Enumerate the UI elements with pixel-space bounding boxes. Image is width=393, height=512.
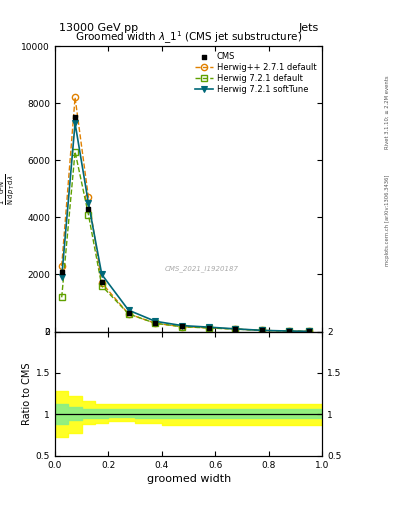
Text: Jets: Jets	[298, 23, 318, 33]
CMS	[85, 205, 92, 213]
Herwig 7.2.1 softTune	[307, 328, 311, 334]
Title: Groomed width $\lambda\_1^1$ (CMS jet substructure): Groomed width $\lambda\_1^1$ (CMS jet su…	[75, 30, 302, 46]
Herwig++ 2.7.1 default	[73, 94, 77, 100]
Herwig 7.2.1 default	[206, 325, 211, 331]
Herwig++ 2.7.1 default	[126, 311, 131, 317]
Herwig++ 2.7.1 default	[99, 280, 104, 286]
CMS	[125, 309, 132, 317]
Herwig 7.2.1 default	[233, 326, 238, 332]
Herwig++ 2.7.1 default	[307, 328, 311, 334]
Line: Herwig 7.2.1 default: Herwig 7.2.1 default	[59, 148, 312, 334]
Herwig 7.2.1 softTune	[99, 271, 104, 278]
Herwig 7.2.1 softTune	[59, 274, 64, 281]
Herwig++ 2.7.1 default	[86, 195, 91, 201]
Herwig 7.2.1 default	[180, 324, 184, 330]
Herwig 7.2.1 softTune	[86, 200, 91, 206]
Herwig 7.2.1 default	[86, 211, 91, 218]
Herwig 7.2.1 softTune	[73, 120, 77, 126]
Herwig++ 2.7.1 default	[180, 324, 184, 330]
Y-axis label: Ratio to CMS: Ratio to CMS	[22, 362, 31, 425]
Line: Herwig 7.2.1 softTune: Herwig 7.2.1 softTune	[59, 120, 312, 334]
CMS	[232, 325, 239, 333]
Herwig 7.2.1 default	[73, 148, 77, 155]
Herwig 7.2.1 softTune	[286, 328, 291, 334]
Text: 13000 GeV pp: 13000 GeV pp	[59, 23, 138, 33]
CMS	[259, 326, 265, 334]
Herwig 7.2.1 softTune	[206, 324, 211, 330]
Text: CMS_2021_I1920187: CMS_2021_I1920187	[165, 265, 239, 272]
Y-axis label: $\frac{1}{\mathrm{N}}\frac{\mathrm{d}^2\mathrm{N}}{\mathrm{d}\,p_T\,\mathrm{d}\,: $\frac{1}{\mathrm{N}}\frac{\mathrm{d}^2\…	[0, 173, 17, 205]
Herwig 7.2.1 softTune	[260, 327, 264, 333]
CMS	[72, 113, 78, 121]
Herwig 7.2.1 softTune	[126, 307, 131, 313]
CMS	[306, 327, 312, 335]
Herwig 7.2.1 default	[307, 328, 311, 334]
Herwig 7.2.1 default	[286, 328, 291, 334]
Herwig++ 2.7.1 default	[206, 325, 211, 331]
Herwig++ 2.7.1 default	[233, 326, 238, 332]
CMS	[152, 318, 158, 327]
CMS	[59, 267, 65, 275]
CMS	[99, 278, 105, 286]
Herwig++ 2.7.1 default	[286, 328, 291, 334]
X-axis label: groomed width: groomed width	[147, 474, 231, 484]
Herwig++ 2.7.1 default	[260, 327, 264, 333]
Herwig++ 2.7.1 default	[59, 263, 64, 269]
CMS	[206, 324, 212, 332]
Herwig 7.2.1 softTune	[233, 326, 238, 332]
Herwig 7.2.1 default	[59, 294, 64, 301]
Herwig 7.2.1 default	[153, 320, 158, 326]
Legend: CMS, Herwig++ 2.7.1 default, Herwig 7.2.1 default, Herwig 7.2.1 softTune: CMS, Herwig++ 2.7.1 default, Herwig 7.2.…	[193, 50, 318, 96]
Text: mcplots.cern.ch [arXiv:1306.3436]: mcplots.cern.ch [arXiv:1306.3436]	[385, 175, 389, 266]
Herwig 7.2.1 softTune	[153, 318, 158, 325]
Herwig 7.2.1 default	[260, 327, 264, 333]
Line: Herwig++ 2.7.1 default: Herwig++ 2.7.1 default	[59, 94, 312, 334]
Text: Rivet 3.1.10; ≥ 2.2M events: Rivet 3.1.10; ≥ 2.2M events	[385, 76, 389, 150]
Herwig++ 2.7.1 default	[153, 320, 158, 326]
CMS	[286, 327, 292, 335]
CMS	[179, 322, 185, 330]
Herwig 7.2.1 softTune	[180, 323, 184, 329]
Herwig 7.2.1 default	[126, 311, 131, 317]
Herwig 7.2.1 default	[99, 283, 104, 289]
